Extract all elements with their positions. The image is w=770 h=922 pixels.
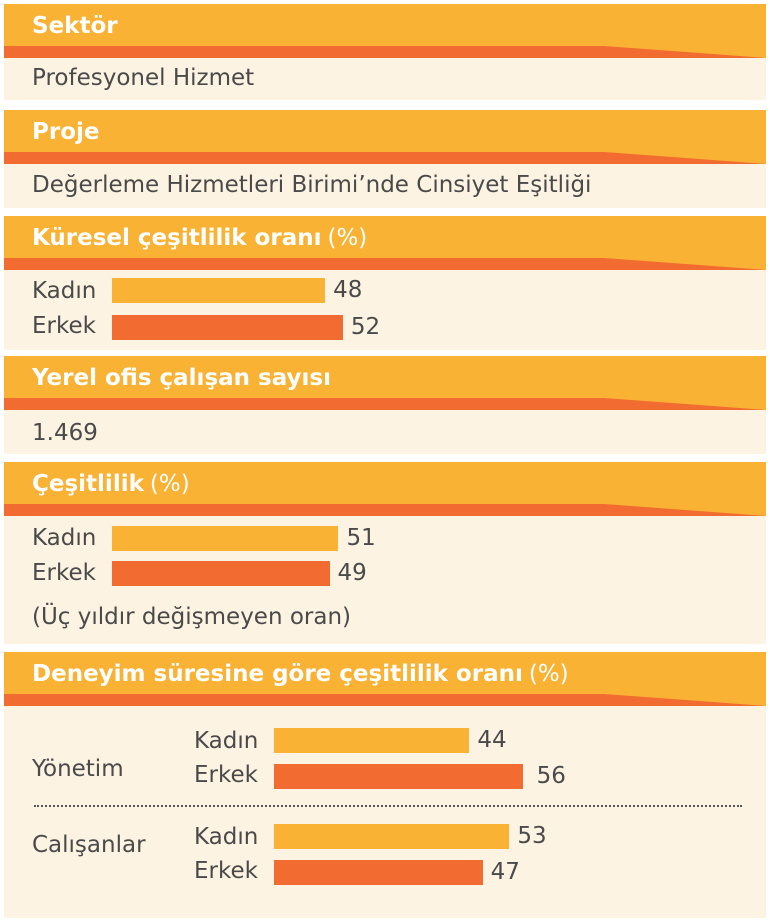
header-stripe [4, 258, 766, 270]
calisanlar-erkek-value: 47 [490, 859, 520, 885]
kuresel-erkek-label: Erkek [32, 313, 96, 339]
cesitlilik-erkek-label: Erkek [32, 560, 96, 586]
proje-body: Değerleme Hizmetleri Birimi’nde Cinsiyet… [4, 164, 766, 208]
calisanlar-erkek-bar [274, 860, 483, 885]
calisanlar-erkek-label: Erkek [194, 858, 258, 884]
cesitlilik-erkek-value: 49 [337, 560, 367, 586]
calisanlar-kadin-value: 53 [517, 823, 547, 849]
kuresel-title: Küresel çeşitlilik oranı [32, 225, 322, 251]
header-stripe [4, 46, 766, 58]
deneyim-header: Deneyim süresine göre çeşitlilik oranı (%… [4, 652, 766, 706]
yerel-title: Yerel ofis çalışan sayısı [32, 365, 331, 391]
proje-header: Proje [4, 110, 766, 164]
yerel-body: 1.469 [4, 410, 766, 454]
kuresel-kadin-value: 48 [333, 277, 363, 303]
group-divider [34, 805, 742, 807]
cesitlilik-kadin-bar [112, 526, 339, 551]
deneyim-unit: (%) [528, 661, 569, 687]
kuresel-kadin-label: Kadın [32, 278, 97, 304]
cesitlilik-erkek-bar [112, 561, 330, 586]
yerel-header: Yerel ofis çalışan sayısı [4, 356, 766, 410]
sektor-body: Profesyonel Hizmet [4, 58, 766, 100]
sektor-title: Sektör [32, 13, 118, 39]
yonetim-kadin-value: 44 [477, 727, 507, 753]
calisanlar-kadin-label: Kadın [194, 824, 259, 850]
cesitlilik-kadin-value: 51 [346, 525, 376, 551]
cesitlilik-unit: (%) [149, 471, 190, 497]
yerel-value: 1.469 [32, 420, 98, 446]
kuresel-erkek-value: 52 [350, 314, 381, 340]
header-stripe [4, 504, 766, 516]
cesitlilik-title: Çeşitlilik [32, 471, 144, 497]
cesitlilik-note: (Üç yıldır değişmeyen oran) [32, 604, 352, 630]
sektor-value: Profesyonel Hizmet [32, 65, 255, 91]
kuresel-kadin-bar [112, 278, 326, 303]
kuresel-erkek-bar [112, 315, 343, 340]
yonetim-erkek-bar [274, 764, 523, 789]
deneyim-body: Yönetim Kadın 44 Erkek 56 Calışanlar Kad… [4, 706, 766, 918]
kuresel-unit: (%) [327, 225, 368, 251]
header-stripe [4, 398, 766, 410]
yonetim-erkek-value: 56 [536, 763, 566, 789]
kuresel-header: Küresel çeşitlilik oranı (%) [4, 216, 766, 270]
cesitlilik-kadin-label: Kadın [32, 525, 97, 551]
calisanlar-kadin-bar [274, 824, 510, 849]
proje-value: Değerleme Hizmetleri Birimi’nde Cinsiyet… [32, 172, 592, 198]
calisanlar-label: Calışanlar [32, 832, 146, 858]
header-stripe [4, 694, 766, 706]
kuresel-body: Kadın 48 Erkek 52 [4, 270, 766, 350]
sektor-header: Sektör [4, 4, 766, 58]
yonetim-kadin-label: Kadın [194, 728, 259, 754]
yonetim-kadin-bar [274, 728, 470, 753]
deneyim-title: Deneyim süresine göre çeşitlilik oranı [32, 661, 523, 687]
yonetim-erkek-label: Erkek [194, 762, 258, 788]
cesitlilik-header: Çeşitlilik (%) [4, 462, 766, 516]
yonetim-label: Yönetim [32, 756, 124, 782]
cesitlilik-body: Kadın 51 Erkek 49 (Üç yıldır değişmeyen … [4, 516, 766, 644]
header-stripe [4, 152, 766, 164]
proje-title: Proje [32, 119, 100, 145]
